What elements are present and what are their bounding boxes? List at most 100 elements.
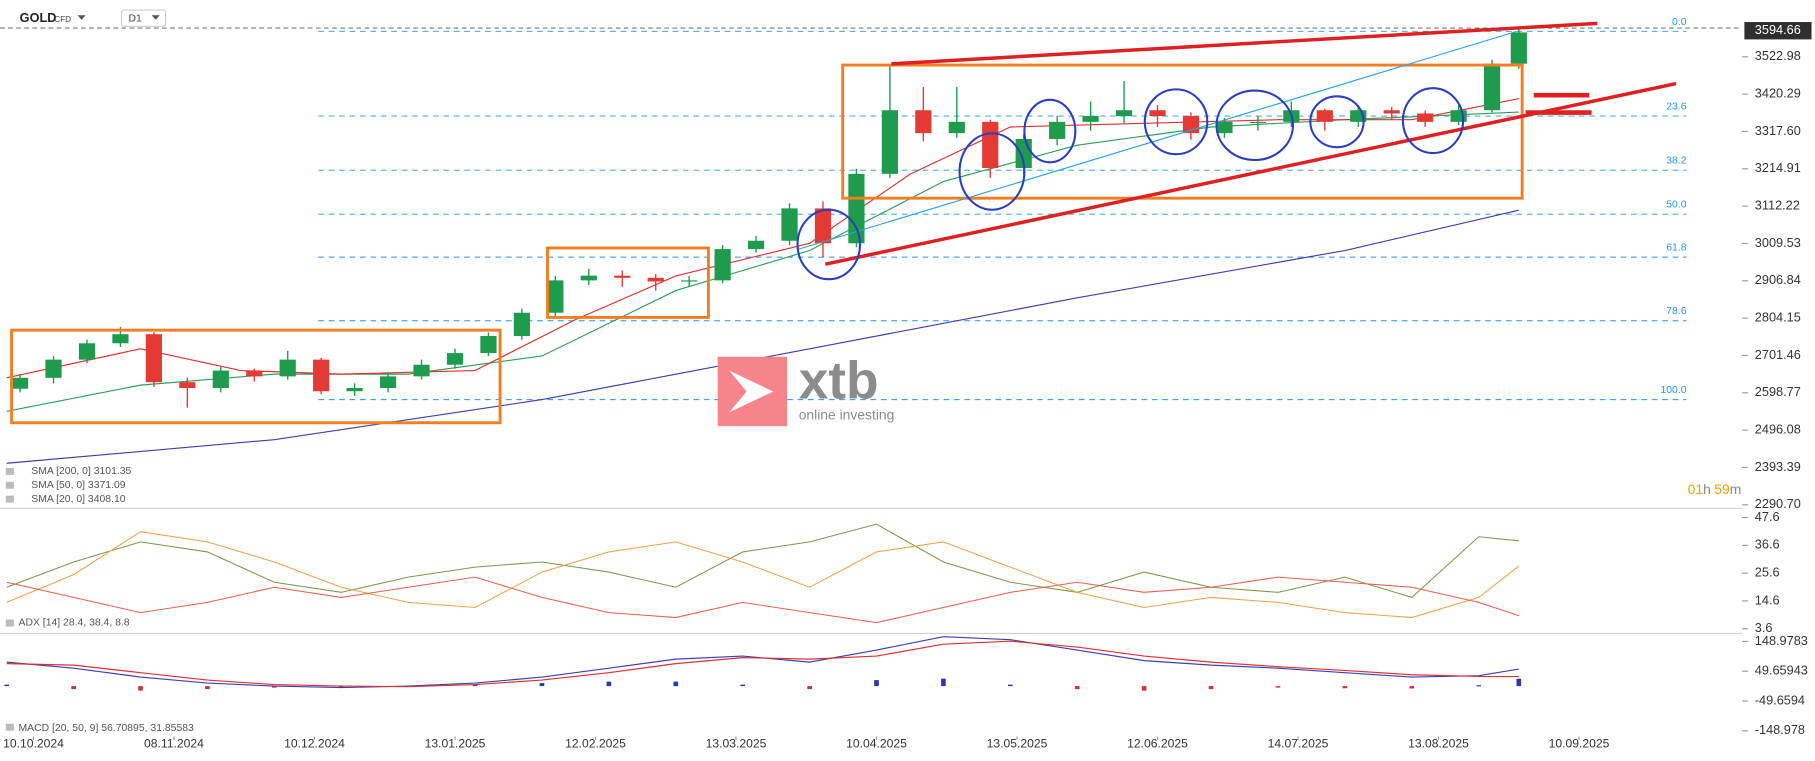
histogram-bar	[272, 686, 277, 688]
candle-body	[1049, 121, 1066, 139]
histogram-bar	[1409, 686, 1415, 689]
dropdown-arrow[interactable]	[77, 15, 86, 20]
legend-icon	[5, 481, 14, 489]
y-tick-label: 25.6	[1755, 564, 1780, 579]
y-tick-label: 3.6	[1755, 620, 1773, 635]
legend-icon	[5, 619, 14, 627]
histogram-bar	[1208, 686, 1214, 690]
panel-title: MACD [20, 50, 9] 56.70895, 31.85583	[19, 723, 195, 734]
x-tick-label: 13.08.2025	[1408, 737, 1469, 751]
candle-body	[1350, 110, 1367, 122]
last-price-label: 3594.66	[1755, 22, 1801, 37]
y-tick-label: 3317.60	[1755, 123, 1801, 138]
histogram-bar	[472, 684, 478, 687]
candle-body	[982, 121, 999, 169]
histogram-bar	[1074, 686, 1080, 690]
candle-body	[848, 173, 865, 244]
fib-label: 78.6	[1666, 306, 1686, 317]
candle-body	[1450, 110, 1467, 122]
x-tick-label: 12.02.2025	[565, 737, 626, 751]
candle-body	[1149, 110, 1166, 117]
interval[interactable]: D1	[128, 14, 142, 25]
x-tick-label: 13.03.2025	[706, 737, 767, 751]
x-tick-label: 13.01.2025	[425, 737, 486, 751]
sma-line	[6, 209, 1519, 464]
y-tick-label: 3214.91	[1755, 160, 1801, 175]
y-tick-label: 3522.98	[1755, 48, 1801, 63]
indicator-line	[6, 576, 1519, 624]
y-tick-label: 49.65943	[1755, 663, 1808, 678]
candle-body	[1082, 116, 1099, 122]
candle-body	[614, 275, 631, 278]
histogram-bar	[1476, 685, 1482, 687]
logo-mark	[729, 370, 774, 413]
candle-body	[1383, 110, 1400, 114]
candle-body	[1483, 63, 1501, 111]
fib-label: 100.0	[1660, 385, 1686, 396]
highlight-circle	[1023, 98, 1077, 164]
candle-body	[1417, 113, 1434, 122]
legend-entry: SMA [200, 0] 3101.35	[31, 466, 131, 477]
legend-entry: SMA [20, 0] 3408.10	[31, 494, 126, 505]
candle-body	[1316, 110, 1333, 122]
candle-body	[279, 359, 296, 377]
candle-body	[246, 370, 263, 377]
y-tick-label: 2906.84	[1755, 272, 1801, 287]
candle-body	[1510, 32, 1527, 64]
fib-label: 23.6	[1666, 102, 1686, 113]
candle-body	[346, 387, 363, 392]
logo-tagline: online investing	[799, 406, 895, 422]
y-tick-label: 2393.39	[1755, 459, 1801, 474]
y-tick-label: 148.9783	[1755, 633, 1808, 648]
indicator-line	[6, 531, 1520, 619]
histogram-bar	[1141, 686, 1147, 691]
dropdown-arrow[interactable]	[151, 15, 160, 20]
x-tick-label: 10.10.2024	[3, 737, 64, 751]
y-tick-label: 2804.15	[1755, 309, 1801, 324]
candle-body	[915, 110, 932, 134]
candle-body	[547, 280, 564, 313]
histogram-bar	[673, 681, 679, 687]
highlight-circle	[796, 208, 862, 281]
range-box	[10, 328, 502, 425]
highlight-circle	[1143, 88, 1209, 156]
histogram-bar	[874, 680, 879, 687]
histogram-bar	[606, 681, 612, 687]
histogram-bar	[941, 678, 946, 687]
candle-body	[313, 359, 330, 392]
candle-body	[480, 336, 497, 354]
interval-box[interactable]	[120, 9, 167, 27]
x-tick-label: 12.06.2025	[1127, 737, 1188, 751]
bar-timer: 01h 59m	[1688, 481, 1742, 497]
candle-body	[11, 377, 29, 389]
y-tick-label: 14.6	[1755, 592, 1780, 607]
y-tick-label: 3420.29	[1755, 85, 1801, 100]
legend-icon	[5, 467, 14, 475]
symbol[interactable]: GOLD	[20, 10, 57, 25]
candle-body	[446, 353, 464, 365]
panel-title: ADX [14] 28.4, 38.4, 8.8	[19, 618, 130, 629]
indicator-line	[6, 523, 1519, 599]
candle-body	[179, 382, 196, 388]
candle-body	[78, 343, 96, 360]
y-tick-label: 3112.22	[1755, 197, 1800, 212]
candle-body	[45, 359, 62, 378]
candle-body	[413, 364, 430, 377]
trend-line	[891, 21, 1598, 66]
range-box	[841, 63, 1524, 200]
highlight-circle	[1215, 89, 1294, 162]
candle-body	[1249, 121, 1266, 124]
fib-label: 0.0	[1672, 17, 1687, 28]
marks-layer	[4, 28, 1527, 691]
candle-body	[1115, 110, 1133, 117]
histogram-bar	[539, 683, 545, 687]
highlight-circle	[958, 132, 1026, 211]
y-tick-label: 2701.46	[1755, 347, 1801, 362]
candle-body	[580, 275, 597, 281]
candle-body	[513, 312, 530, 337]
y-tick-label: -49.6594	[1755, 692, 1805, 707]
candle-body	[212, 370, 229, 388]
y-tick-label: 2496.08	[1755, 422, 1801, 437]
fib-label: 50.0	[1666, 200, 1686, 211]
